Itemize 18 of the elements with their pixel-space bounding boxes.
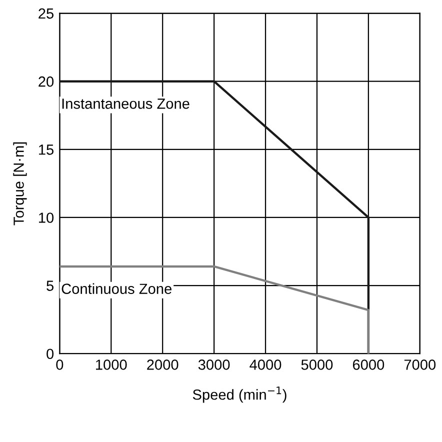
x-tick-label: 0 — [56, 360, 64, 370]
series-label: Continuous Zone — [62, 283, 172, 294]
y-tick-label: 5 — [46, 280, 54, 291]
series-label: Instantaneous Zone — [62, 98, 190, 109]
x-tick-label: 5000 — [301, 360, 333, 370]
y-tick-label: 25 — [38, 8, 54, 19]
x-tick-label: 3000 — [198, 360, 230, 370]
y-tick-label: 15 — [39, 144, 54, 155]
x-tick-label: 7000 — [404, 360, 436, 370]
x-tick-label: 4000 — [250, 360, 282, 370]
y-tick-label: 0 — [46, 348, 54, 360]
x-axis-title: Speed (min$^{−1}$) — [192, 386, 286, 403]
x-tick-label: 1000 — [96, 360, 127, 370]
y-axis-title: Torque [N·m] — [13, 142, 27, 226]
x-tick-label: 6000 — [352, 360, 384, 370]
y-tick-label: 10 — [39, 212, 54, 223]
x-tick-label: 2000 — [147, 360, 178, 370]
y-tick-label: 20 — [38, 76, 54, 87]
